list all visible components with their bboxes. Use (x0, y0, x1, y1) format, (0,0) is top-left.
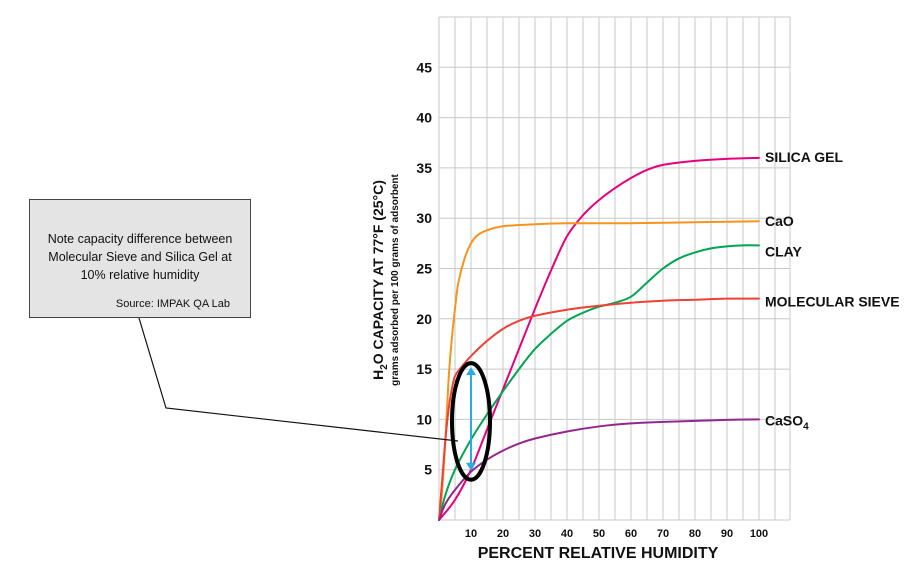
x-tick-label: 50 (593, 528, 605, 540)
x-tick-label: 20 (497, 528, 509, 540)
y-axis-label-group: H2O CAPACITY AT 77°F (25°C) grams adsorb… (370, 173, 401, 385)
y-tick-label: 15 (416, 361, 432, 377)
series-lines: SILICA GEL CaO CLAY MOLECULAR SIEVE CaSO4 (438, 149, 900, 521)
x-tick-label: 30 (529, 528, 541, 540)
x-tick-label: 90 (721, 528, 733, 540)
x-tick-label: 40 (561, 528, 573, 540)
note-text: Note capacity difference between Molecul… (38, 230, 242, 284)
y-tick-label: 25 (416, 261, 432, 277)
y-tick-label: 10 (416, 411, 432, 427)
y-tick-label: 35 (416, 160, 432, 176)
y-tick-label: 45 (416, 59, 432, 75)
x-tick-label: 80 (689, 528, 701, 540)
series-line-silica-gel (438, 156, 760, 521)
series-label-caso: CaSO4 (765, 412, 809, 432)
difference-arrow-head-up (466, 367, 476, 376)
annotation (138, 317, 492, 482)
x-tick-label: 70 (657, 528, 669, 540)
y-tick-label: 40 (416, 110, 432, 126)
y-tick-label: 5 (424, 462, 432, 478)
series-label-silica-gel: SILICA GEL (765, 149, 843, 165)
series-line-cao (438, 220, 760, 521)
note-callout-box: Note capacity difference between Molecul… (29, 199, 251, 318)
x-axis-label: PERCENT RELATIVE HUMIDITY (478, 545, 719, 562)
note-line-2: Molecular Sieve and Silica Gel at (48, 250, 232, 264)
difference-arrow-head-down (466, 462, 476, 471)
series-line-caso (438, 418, 760, 521)
x-tick-label: 10 (465, 528, 477, 540)
axes: 5 10 15 20 25 30 35 40 45 10 20 30 40 50 60 70 80 90 100 (416, 59, 768, 540)
y-tick-label: 30 (416, 210, 432, 226)
grid (438, 16, 791, 521)
series-line-molecular-sieve (438, 297, 760, 521)
callout-leader-line (138, 317, 459, 442)
series-label-clay: CLAY (765, 243, 802, 259)
note-line-3: 10% relative humidity (80, 268, 200, 282)
series-label-molecular-sieve: MOLECULAR SIEVE (765, 294, 900, 310)
series-label-cao: CaO (765, 213, 794, 229)
x-tick-label: 100 (750, 528, 768, 540)
series-line-clay (438, 244, 760, 521)
x-tick-label: 60 (625, 528, 637, 540)
highlight-ellipse (450, 361, 492, 482)
y-tick-label: 20 (416, 311, 432, 327)
note-source: Source: IMPAK QA Lab (115, 298, 230, 310)
note-line-1: Note capacity difference between (47, 232, 233, 246)
y-axis-sublabel: grams adsorbed per 100 grams of adsorben… (390, 173, 401, 385)
y-axis-label: H2O CAPACITY AT 77°F (25°C) (370, 180, 390, 380)
